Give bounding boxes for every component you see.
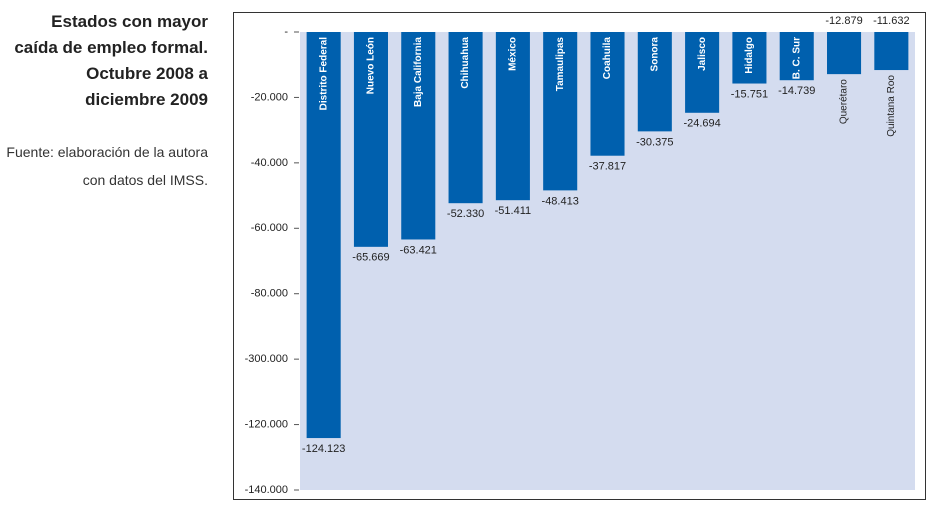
bar xyxy=(590,32,625,156)
y-tick-label: - xyxy=(284,26,288,38)
value-label: -63.421 xyxy=(400,244,437,256)
x-tick-label: Coahuila xyxy=(602,37,613,80)
bar xyxy=(874,32,909,71)
value-label: -37.817 xyxy=(589,161,626,173)
bar xyxy=(732,32,767,84)
value-label: -48.413 xyxy=(542,195,579,207)
y-tick-label: -60.000 xyxy=(251,222,288,234)
y-tick-label: -40.000 xyxy=(251,157,288,169)
y-tick-label: -300.000 xyxy=(245,353,288,365)
x-tick-label: Tamaulipas xyxy=(555,37,566,92)
y-tick-label: -140.000 xyxy=(245,484,288,496)
x-tick-label: Sonora xyxy=(649,37,660,72)
bar xyxy=(306,32,341,439)
bar xyxy=(353,32,388,247)
value-label: -12.879 xyxy=(825,15,862,27)
value-label: -52.330 xyxy=(447,208,484,220)
bar xyxy=(543,32,578,191)
value-label: -51.411 xyxy=(495,205,532,217)
value-label: -30.375 xyxy=(636,136,673,148)
bar xyxy=(827,32,862,75)
y-tick-label: -80.000 xyxy=(251,288,288,300)
bar xyxy=(779,32,814,81)
value-label: -11.632 xyxy=(873,15,910,27)
value-label: -24.694 xyxy=(683,118,720,130)
x-tick-label: Distrito Federal xyxy=(318,37,329,111)
x-tick-label: B. C. Sur xyxy=(791,37,802,79)
bar xyxy=(401,32,436,240)
value-label: -15.751 xyxy=(731,88,768,100)
bar xyxy=(685,32,720,113)
value-label: -65.669 xyxy=(352,252,389,264)
x-tick-label: Querétaro xyxy=(839,79,850,124)
x-tick-label: Chihuahua xyxy=(460,37,471,89)
x-tick-label: Jalisco xyxy=(697,37,708,71)
x-tick-label: Quintana Roo xyxy=(886,75,897,137)
x-tick-label: Nuevo León xyxy=(366,37,377,94)
value-label: -14.739 xyxy=(778,85,815,97)
value-label: -124.123 xyxy=(302,443,345,455)
bar xyxy=(495,32,530,201)
y-tick-label: -120.000 xyxy=(245,418,288,430)
x-tick-label: Hidalgo xyxy=(744,37,755,74)
bar xyxy=(637,32,672,132)
chart-title: Estados con mayor caída de empleo formal… xyxy=(14,12,208,109)
x-tick-label: Baja California xyxy=(413,37,424,107)
y-tick-label: -20.000 xyxy=(251,91,288,103)
source-note: Fuente: elaboración de la autora con dat… xyxy=(6,144,208,188)
bar xyxy=(448,32,483,204)
x-tick-label: México xyxy=(508,37,519,71)
